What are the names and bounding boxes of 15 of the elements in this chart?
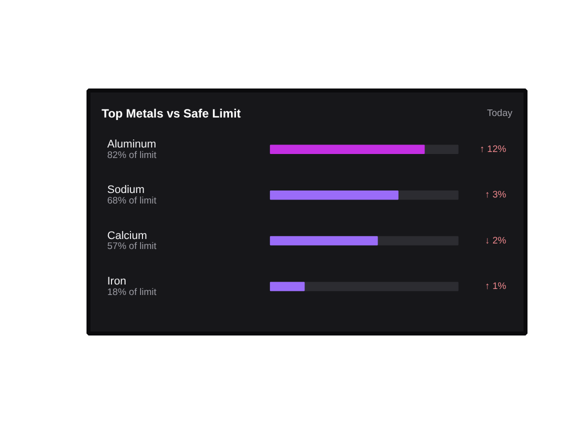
text: Top Metals vs Safe Limit	[102, 106, 241, 120]
data-label: 18% of limit	[107, 286, 157, 298]
text: ↓ 2%	[485, 235, 507, 246]
text: ↑ 1%	[485, 280, 507, 292]
data-label: 57% of limit	[107, 241, 157, 252]
y-tick-label: Sodium	[107, 184, 145, 196]
y-tick-label: Iron	[107, 275, 126, 288]
y-tick-label: Aluminum	[107, 138, 156, 150]
text: Today	[487, 108, 513, 119]
text: ↑ 3%	[485, 190, 507, 201]
data-label: 82% of limit	[107, 150, 157, 161]
y-tick-label: Calcium	[107, 230, 147, 242]
bar	[270, 282, 305, 292]
text: ↑ 12%	[480, 144, 507, 155]
data-label: 68% of limit	[107, 196, 157, 207]
